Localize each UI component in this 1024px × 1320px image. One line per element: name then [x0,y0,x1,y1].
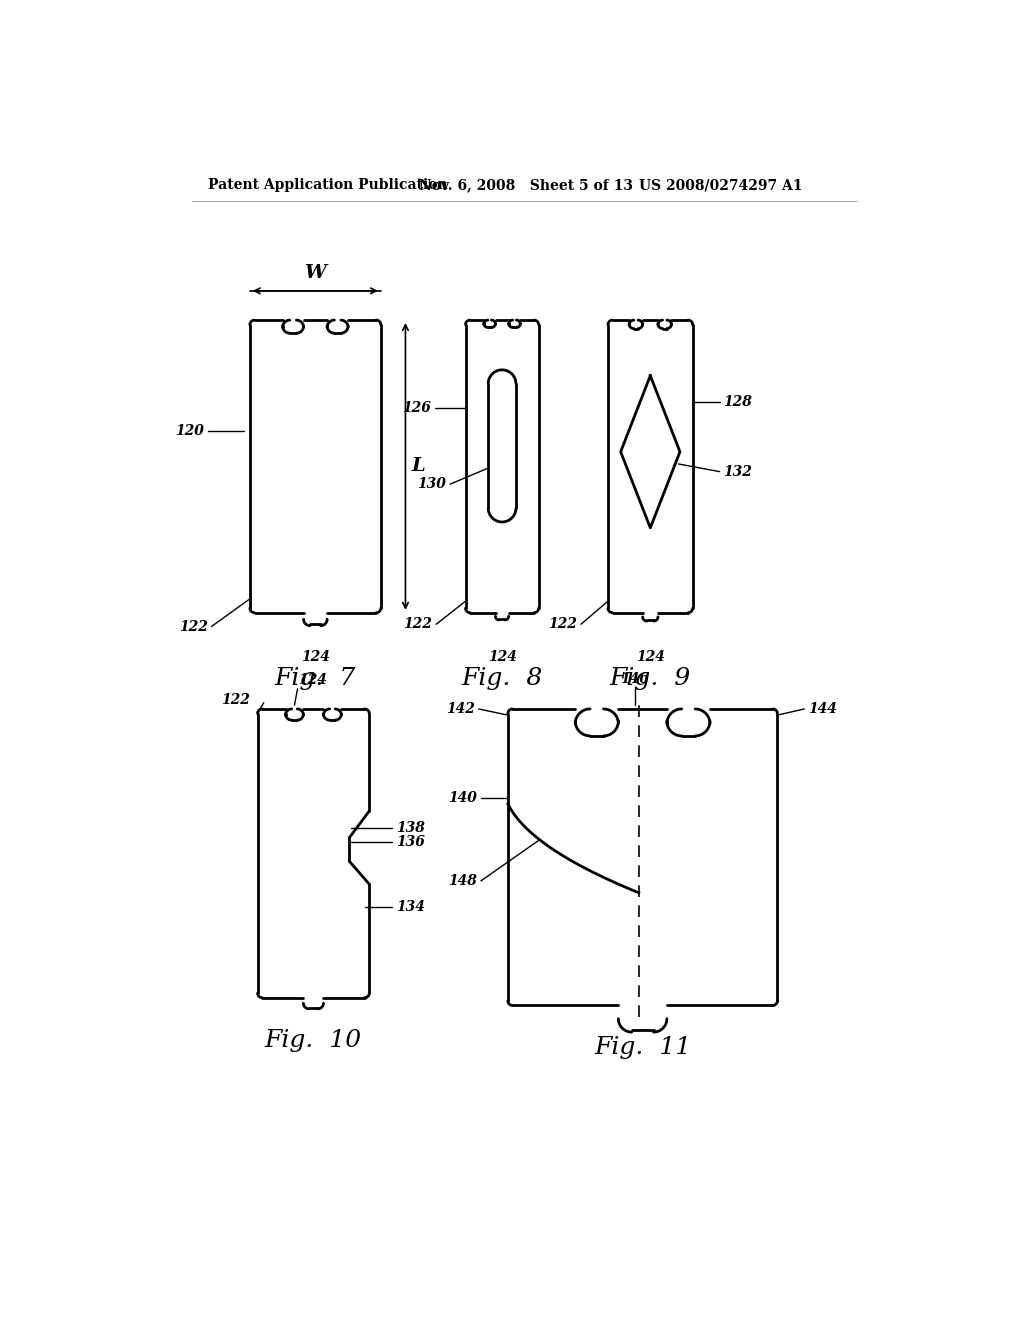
Text: 126: 126 [402,401,431,414]
Text: Patent Application Publication: Patent Application Publication [208,178,447,193]
Text: 122: 122 [548,618,578,631]
Text: Fig.  11: Fig. 11 [594,1036,691,1059]
Text: 146: 146 [621,672,649,686]
Text: 124: 124 [301,649,330,664]
Text: Fig.  9: Fig. 9 [609,667,691,689]
Text: 120: 120 [175,424,204,438]
Text: 134: 134 [396,900,425,915]
Text: 124: 124 [487,649,516,664]
Text: 130: 130 [418,477,446,491]
Text: L: L [412,458,425,475]
Text: US 2008/0274297 A1: US 2008/0274297 A1 [639,178,802,193]
Text: Fig.  7: Fig. 7 [274,667,356,689]
Text: 136: 136 [396,834,425,849]
Text: 142: 142 [445,702,475,715]
Text: 132: 132 [724,465,753,479]
Text: Nov. 6, 2008   Sheet 5 of 13: Nov. 6, 2008 Sheet 5 of 13 [419,178,633,193]
Text: 122: 122 [403,618,432,631]
Text: 138: 138 [396,821,425,836]
Text: W: W [304,264,327,281]
Text: Fig.  10: Fig. 10 [265,1028,362,1052]
Text: 122: 122 [221,693,250,706]
Text: 128: 128 [724,395,753,409]
Text: 144: 144 [808,702,837,715]
Text: 140: 140 [449,791,477,805]
Text: 124: 124 [636,649,665,664]
Text: 148: 148 [449,874,477,888]
Text: 122: 122 [178,619,208,634]
Text: 124: 124 [298,673,328,688]
Text: Fig.  8: Fig. 8 [462,667,543,689]
